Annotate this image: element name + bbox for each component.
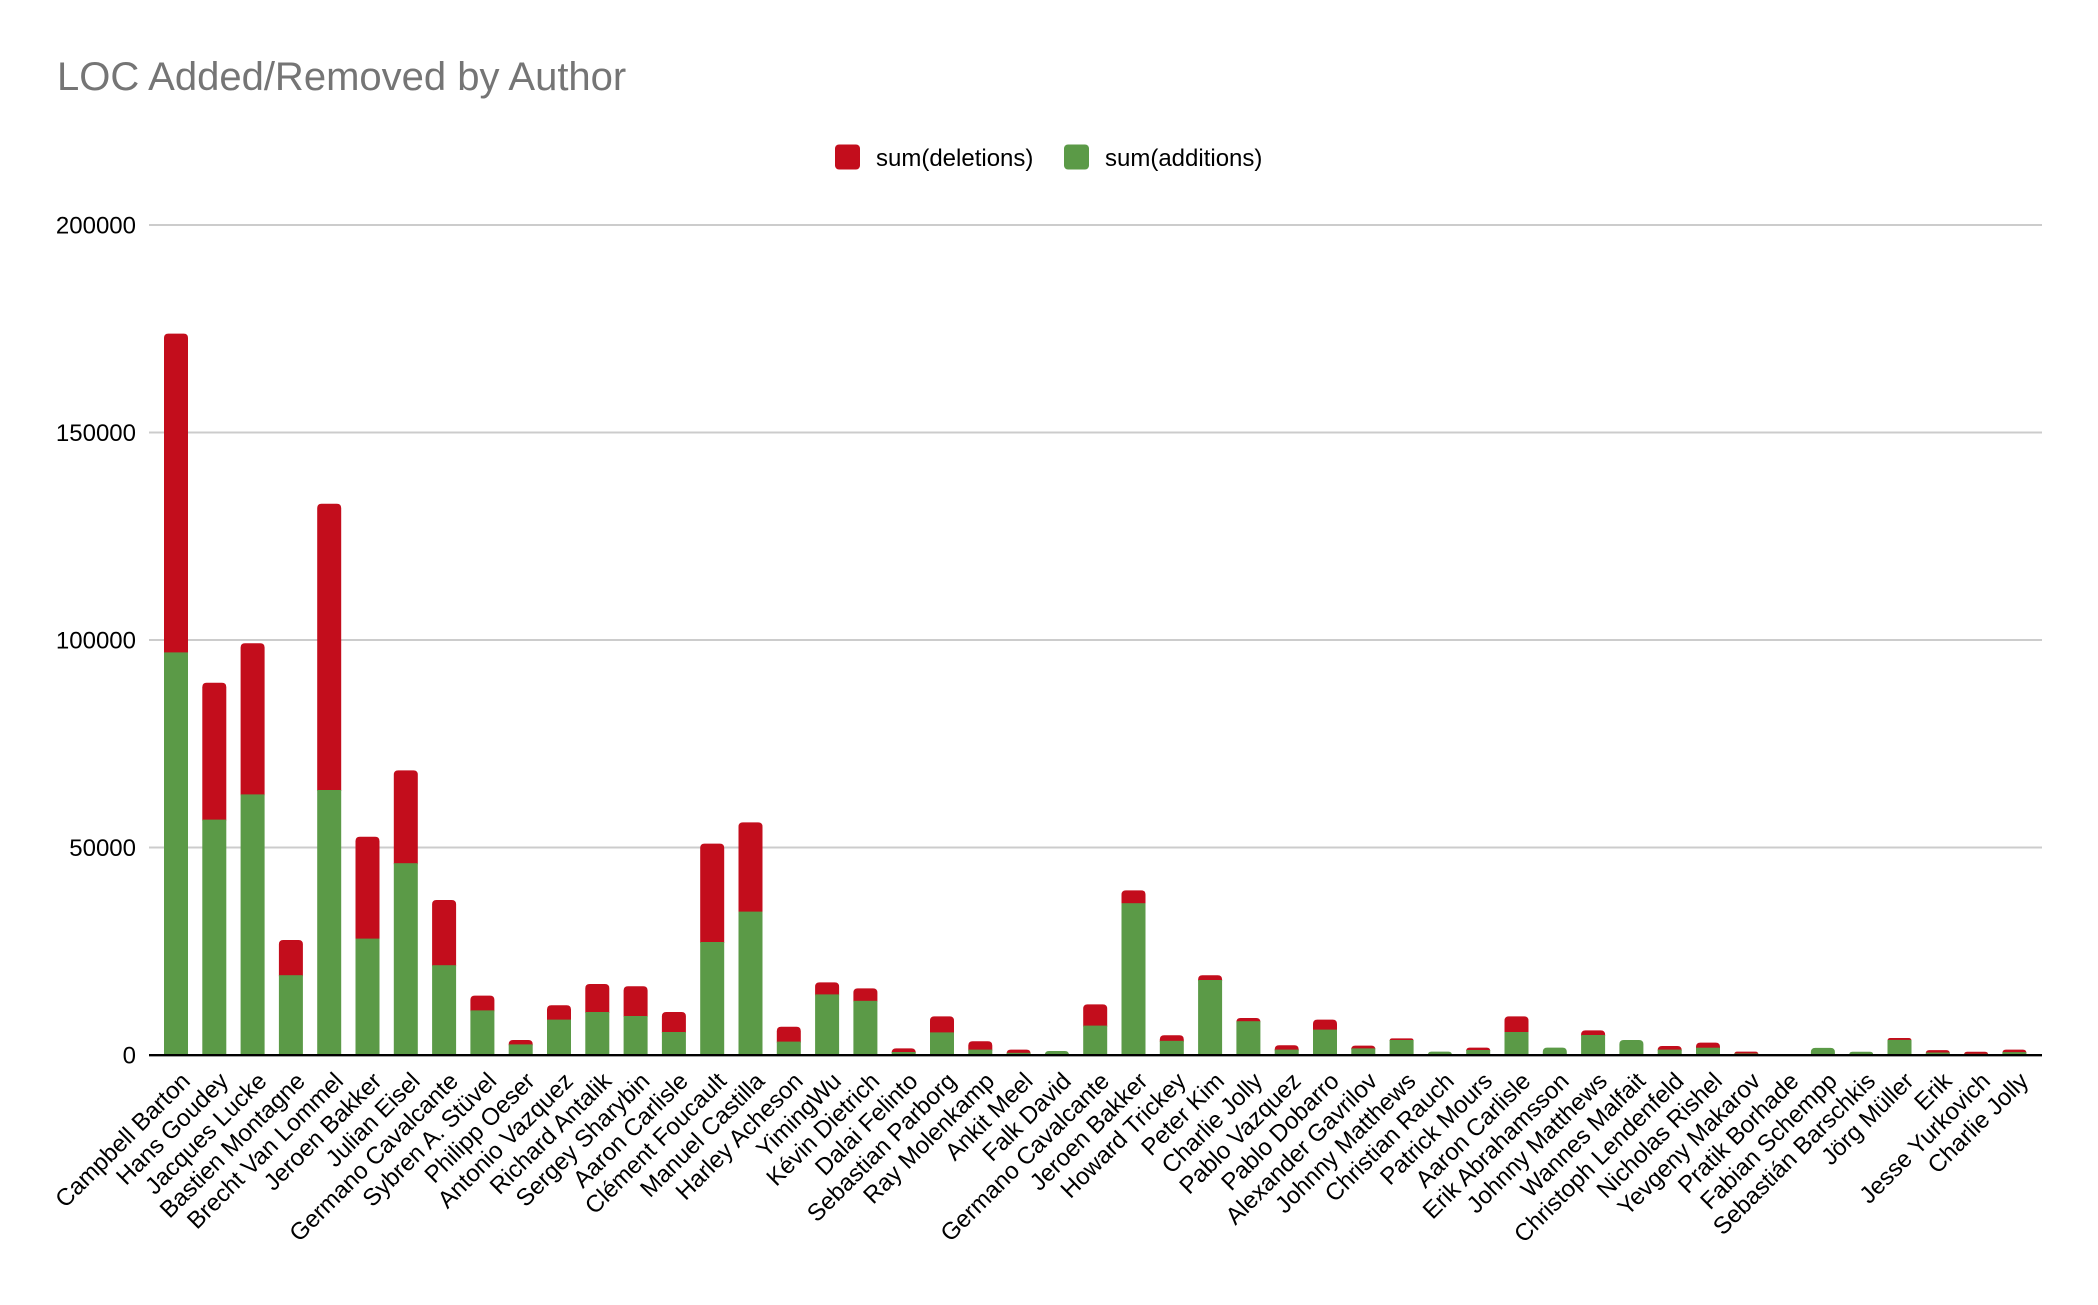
svg-text:100000: 100000 (56, 628, 136, 655)
svg-text:sum(additions): sum(additions) (1105, 145, 1262, 172)
svg-text:50000: 50000 (69, 835, 136, 862)
svg-text:200000: 200000 (56, 213, 136, 240)
svg-text:150000: 150000 (56, 420, 136, 447)
svg-text:sum(deletions): sum(deletions) (876, 145, 1033, 172)
svg-text:0: 0 (123, 1043, 136, 1070)
svg-text:LOC Added/Removed by Author: LOC Added/Removed by Author (57, 55, 626, 99)
